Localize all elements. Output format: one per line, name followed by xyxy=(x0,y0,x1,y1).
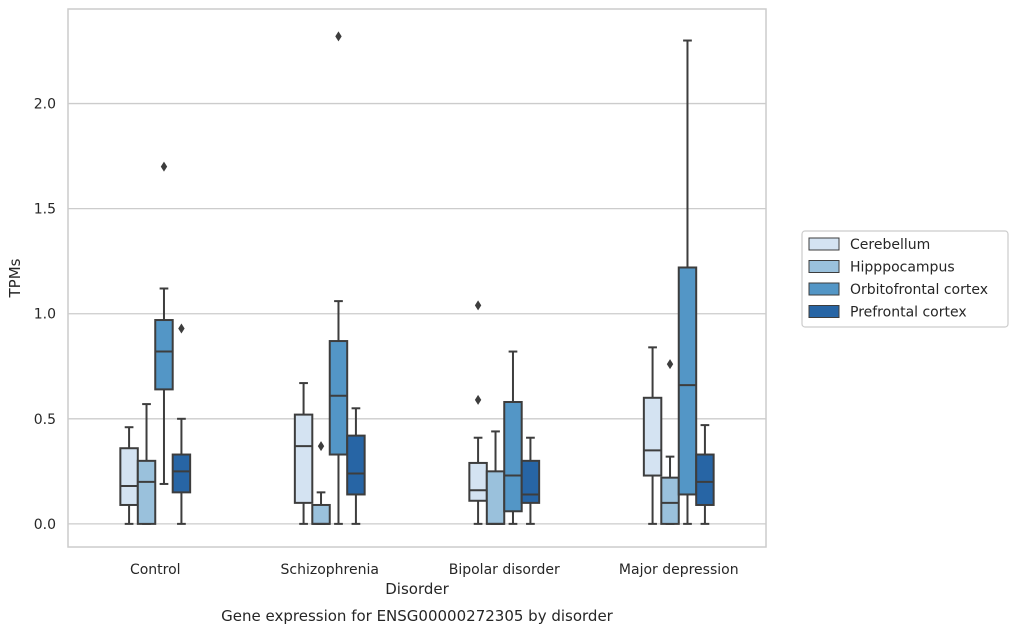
box-plot xyxy=(328,31,349,525)
x-tick-label: Control xyxy=(130,562,181,578)
outlier-point xyxy=(335,31,342,42)
box-plots xyxy=(119,31,715,525)
x-axis-ticks: Control Schizophrenia Bipolar disorder Majo… xyxy=(130,562,739,578)
iqr-box xyxy=(328,340,349,456)
box-plot xyxy=(311,441,331,525)
box-plot xyxy=(660,359,680,525)
outlier-point xyxy=(474,394,482,405)
box-plot xyxy=(520,436,541,525)
iqr-box xyxy=(503,400,523,513)
legend: Cerebellum Hipppocampus Orbitofrontal cort… xyxy=(801,230,1009,328)
y-tick-label: 2.0 xyxy=(34,97,56,113)
legend-label: Hipppocampus xyxy=(850,260,955,276)
legend-swatch xyxy=(808,260,840,273)
y-tick-label: 1.5 xyxy=(34,202,56,218)
box-plot xyxy=(677,39,698,525)
box-plot xyxy=(642,346,663,525)
iqr-box xyxy=(695,453,715,506)
chart-caption: Gene expression for ENSG00000272305 by d… xyxy=(221,607,614,625)
y-tick-label: 0.0 xyxy=(34,517,56,533)
outlier-point xyxy=(474,300,482,311)
legend-swatch xyxy=(808,305,840,318)
x-tick-label: Major depression xyxy=(619,562,739,578)
iqr-box xyxy=(136,459,157,525)
iqr-box xyxy=(293,413,314,504)
outlier-point xyxy=(666,359,674,370)
outlier-point xyxy=(317,441,325,452)
box-plot xyxy=(468,300,488,525)
x-axis-label: Disorder xyxy=(385,580,449,598)
outlier-point xyxy=(160,161,168,172)
plot-frame xyxy=(67,8,767,548)
box-plot xyxy=(485,430,506,525)
x-tick-label: Schizophrenia xyxy=(281,562,379,578)
y-tick-label: 1.0 xyxy=(34,307,56,323)
legend-swatch xyxy=(808,282,840,296)
iqr-box xyxy=(171,453,192,494)
box-plot xyxy=(293,382,314,525)
box-plot xyxy=(136,403,157,525)
box-plot xyxy=(503,350,523,525)
iqr-box xyxy=(660,476,680,525)
iqr-box xyxy=(677,266,698,496)
iqr-box xyxy=(154,319,174,391)
x-tick-label: Bipolar disorder xyxy=(449,562,560,578)
legend-label: Prefrontal cortex xyxy=(850,305,967,321)
outlier-point xyxy=(178,323,185,334)
iqr-box xyxy=(520,459,541,504)
legend-label: Cerebellum xyxy=(850,237,930,253)
iqr-box xyxy=(468,461,488,502)
iqr-box xyxy=(119,447,139,506)
box-plot xyxy=(171,323,192,525)
box-plot xyxy=(346,407,366,525)
box-plot xyxy=(695,424,715,525)
y-tick-label: 0.5 xyxy=(34,412,56,428)
legend-label: Orbitofrontal cortex xyxy=(850,282,988,298)
iqr-box xyxy=(311,503,331,525)
legend-swatch xyxy=(808,237,840,251)
y-axis-label: TPMs xyxy=(6,258,24,298)
iqr-box xyxy=(642,396,663,477)
box-plot xyxy=(119,426,139,525)
y-axis-ticks: 0.0 0.5 1.0 1.5 2.0 xyxy=(34,97,56,533)
box-plot xyxy=(154,161,174,485)
legend-frame xyxy=(801,230,1009,328)
iqr-box xyxy=(346,434,366,496)
iqr-box xyxy=(485,470,506,525)
